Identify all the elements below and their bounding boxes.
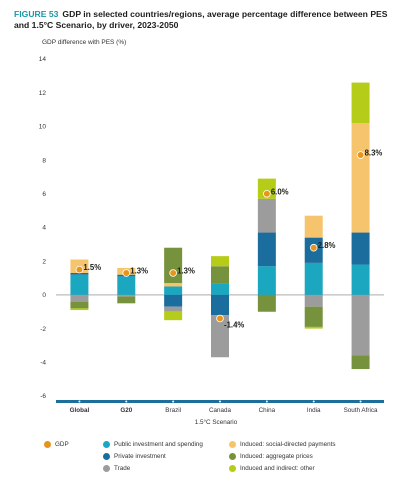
legend-swatch-public-investment <box>103 441 110 448</box>
bar-segment-south-africa-s3 <box>351 123 370 233</box>
bar-segment-china-s0 <box>257 266 276 295</box>
figure-title-text: GDP in selected countries/regions, avera… <box>14 9 388 30</box>
y-axis-label: GDP difference with PES (%) <box>42 39 126 46</box>
bar-segment-india-s0 <box>304 262 323 295</box>
gdp-label: 2.8% <box>318 241 336 250</box>
bar-segment-china-s4 <box>257 294 276 312</box>
gdp-marker <box>309 243 318 252</box>
bar-segment-g20-s4 <box>117 296 136 304</box>
gdp-marker <box>356 151 365 159</box>
bar-segment-brazil-s4 <box>164 247 183 284</box>
x-axis-label: 1.5°C Scenario <box>195 418 238 426</box>
bar-segment-south-africa-s4 <box>351 355 370 370</box>
y-tick-label: 12 <box>39 90 47 97</box>
x-tick-label: China <box>259 407 276 414</box>
legend-swatch-gdp <box>44 441 51 448</box>
legend-label-gdp: GDP <box>55 441 69 448</box>
gdp-label: 1.5% <box>83 263 101 272</box>
chart-legend: GDP Public investment and spending Induc… <box>44 436 404 484</box>
gdp-marker <box>216 314 224 323</box>
bar-segment-china-s2 <box>257 198 276 233</box>
gdp-label: 1.3% <box>130 266 148 275</box>
bar-segment-south-africa-s5 <box>351 82 370 124</box>
bar-segment-india-s5 <box>304 326 323 329</box>
gdp-label: 8.3% <box>365 149 383 158</box>
legend-label-induced-other: Induced and indirect: other <box>240 465 315 472</box>
bar-segment-global-s4 <box>70 301 89 309</box>
bar-segment-brazil-s1 <box>164 294 183 307</box>
x-axis-tick-marker <box>265 400 268 403</box>
bar-segment-global-s5 <box>70 308 89 311</box>
gdp-label: -1.4% <box>224 320 244 329</box>
y-tick-label: 6 <box>42 191 46 198</box>
x-axis-tick-marker <box>359 400 362 403</box>
figure-title: FIGURE 53 GDP in selected countries/regio… <box>14 9 399 31</box>
y-tick-label: -6 <box>40 393 46 400</box>
bar-segment-brazil-s0 <box>164 286 183 295</box>
bar-segment-south-africa-s1 <box>351 232 370 265</box>
x-axis-tick-marker <box>125 400 128 403</box>
gdp-label: 6.0% <box>271 187 289 196</box>
bar-segment-canada-s1 <box>211 294 229 316</box>
bar-segment-india-s4 <box>304 306 323 327</box>
legend-label-social-payments: Induced: social-directed payments <box>240 441 336 448</box>
y-tick-label: 8 <box>42 157 46 164</box>
figure-label: FIGURE 53 <box>14 9 59 19</box>
legend-swatch-social-payments <box>229 441 236 448</box>
y-tick-label: -2 <box>40 326 46 333</box>
legend-swatch-private-investment <box>103 453 110 460</box>
gdp-marker <box>122 269 131 277</box>
y-tick-label: 0 <box>42 292 46 299</box>
y-tick-label: 4 <box>42 225 46 232</box>
y-tick-label: 10 <box>39 124 47 131</box>
x-axis-tick-marker <box>78 400 81 403</box>
y-tick-label: 14 <box>39 56 47 63</box>
stacked-bar-chart: GDP difference with PES (%) -6 -4 -2 0 2 4 6 8 10… <box>39 39 384 426</box>
bar-segment-china-s5 <box>257 178 276 199</box>
bar-segment-india-s3 <box>304 215 323 238</box>
legend-label-public-investment: Public investment and spending <box>114 441 203 448</box>
x-axis-tick-marker <box>219 400 221 403</box>
x-axis-tick-marker <box>312 400 315 403</box>
bar-segment-south-africa-s0 <box>351 264 370 295</box>
gdp-label: 1.3% <box>177 266 195 275</box>
x-tick-label: Global <box>70 407 90 414</box>
bar-segment-south-africa-s2 <box>351 294 370 356</box>
bar-segment-brazil-s5 <box>164 311 183 321</box>
bar-segment-china-s1 <box>257 232 276 267</box>
legend-label-trade: Trade <box>114 465 131 472</box>
bar-segment-brazil-s2 <box>164 306 183 312</box>
bar-segment-global-s2 <box>70 294 89 302</box>
bar-segment-canada-s2 <box>211 315 229 358</box>
y-tick-label: -4 <box>40 360 46 367</box>
x-tick-label: South Africa <box>344 407 378 414</box>
bar-segment-canada-s0 <box>211 283 229 295</box>
bar-segment-g20-s0 <box>117 276 136 295</box>
gdp-marker <box>263 190 271 198</box>
legend-swatch-aggregate-prices <box>229 453 236 460</box>
bar-segment-g20-s2 <box>117 294 136 297</box>
bar-segment-india-s2 <box>304 294 323 307</box>
gdp-marker <box>169 269 177 277</box>
y-tick-label: 2 <box>42 258 46 265</box>
x-tick-label: India <box>307 407 321 414</box>
gdp-marker <box>75 265 84 274</box>
bar-segment-global-s1 <box>70 272 89 275</box>
bar-segment-canada-s5 <box>211 256 229 267</box>
x-axis-tick-marker <box>172 400 175 403</box>
bar-segment-canada-s4 <box>211 266 229 284</box>
x-tick-label: Brazil <box>165 407 181 414</box>
legend-label-aggregate-prices: Induced: aggregate prices <box>240 453 313 460</box>
bar-segment-brazil-s3 <box>164 283 183 287</box>
x-tick-label: Canada <box>209 407 232 414</box>
bar-segment-global-s0 <box>70 274 89 295</box>
legend-swatch-induced-other <box>229 465 236 472</box>
x-tick-label: G20 <box>120 407 132 414</box>
legend-label-private-investment: Private investment <box>114 453 166 460</box>
legend-swatch-trade <box>103 465 110 472</box>
